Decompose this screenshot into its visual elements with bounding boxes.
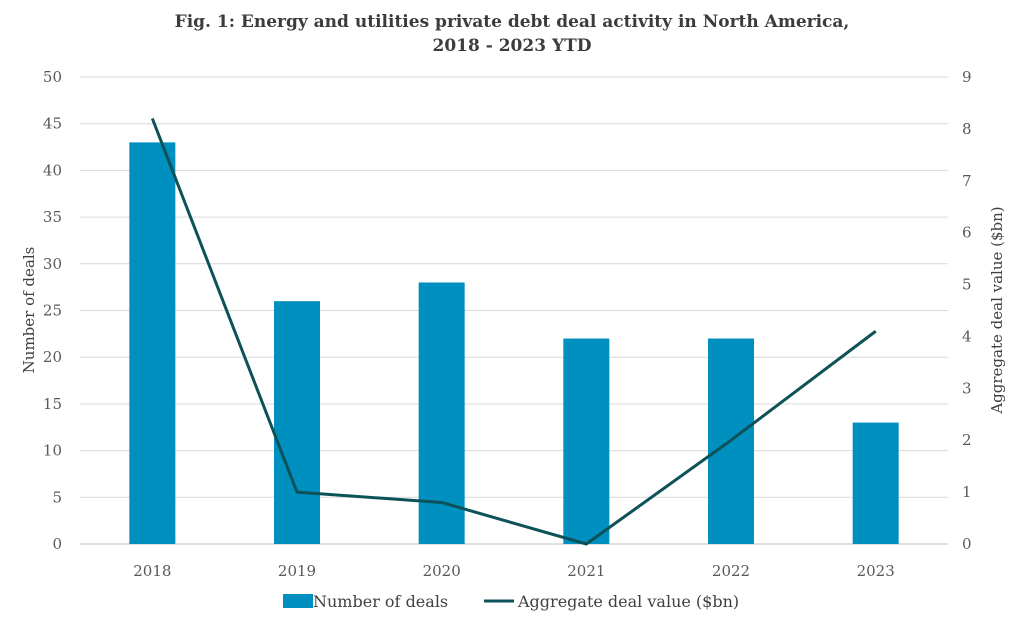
y-right-tick-label: 8 — [962, 120, 972, 138]
chart-subtitle: 2018 - 2023 YTD — [432, 36, 592, 56]
x-tick-label: 2018 — [133, 562, 171, 580]
y-right-tick-label: 4 — [962, 327, 972, 345]
y-left-tick-label: 5 — [52, 488, 62, 506]
y-right-tick-label: 7 — [962, 172, 972, 190]
y-left-tick-label: 15 — [43, 395, 62, 413]
x-axis-ticks: 2018 2019 2020 2021 2022 2023 — [133, 562, 895, 580]
legend: Number of deals Aggregate deal value ($b… — [283, 592, 739, 611]
legend-swatch-bars — [283, 594, 313, 608]
y-left-tick-label: 30 — [43, 255, 62, 273]
y-left-tick-label: 50 — [43, 68, 62, 86]
y-left-tick-label: 40 — [43, 161, 62, 179]
legend-label-line: Aggregate deal value ($bn) — [517, 592, 739, 611]
x-tick-label: 2023 — [857, 562, 895, 580]
bar-series — [129, 142, 899, 544]
x-tick-label: 2020 — [423, 562, 461, 580]
gridlines — [80, 76, 948, 545]
y-right-tick-label: 0 — [962, 535, 972, 553]
y-left-tick-label: 35 — [43, 208, 62, 226]
y-right-tick-label: 3 — [962, 379, 972, 397]
y-left-tick-label: 0 — [52, 535, 62, 553]
bar-2019 — [274, 301, 320, 544]
y-right-tick-label: 5 — [962, 276, 972, 294]
y-right-tick-label: 6 — [962, 224, 972, 242]
x-tick-label: 2019 — [278, 562, 316, 580]
y-left-tick-label: 10 — [43, 442, 62, 460]
bar-2018 — [129, 142, 176, 544]
chart-title-line1: Fig. 1: Energy and utilities private deb… — [174, 12, 850, 32]
y-left-tick-label: 25 — [43, 302, 62, 320]
line-series — [150, 117, 877, 546]
y-axis-right-title: Aggregate deal value ($bn) — [988, 206, 1006, 414]
y-axis-right-ticks: 0 1 2 3 4 5 6 7 8 9 — [962, 68, 972, 553]
y-left-tick-label: 45 — [43, 115, 62, 133]
y-right-tick-label: 1 — [962, 483, 972, 501]
y-right-tick-label: 9 — [962, 68, 972, 86]
chart-title: Fig. 1: Energy and utilities private deb… — [0, 10, 1024, 58]
aggregate-value-line — [150, 117, 877, 546]
legend-label-bars: Number of deals — [313, 592, 448, 611]
bar-2021 — [563, 338, 610, 544]
y-right-tick-label: 2 — [962, 431, 972, 449]
x-tick-label: 2021 — [567, 562, 605, 580]
y-axis-left-title: Number of deals — [20, 247, 38, 374]
y-left-tick-label: 20 — [43, 348, 62, 366]
x-tick-label: 2022 — [712, 562, 750, 580]
y-axis-left-ticks: 0 5 10 15 20 25 30 35 40 45 50 — [43, 68, 62, 553]
bar-2020 — [418, 282, 465, 544]
bar-2023 — [852, 422, 899, 544]
